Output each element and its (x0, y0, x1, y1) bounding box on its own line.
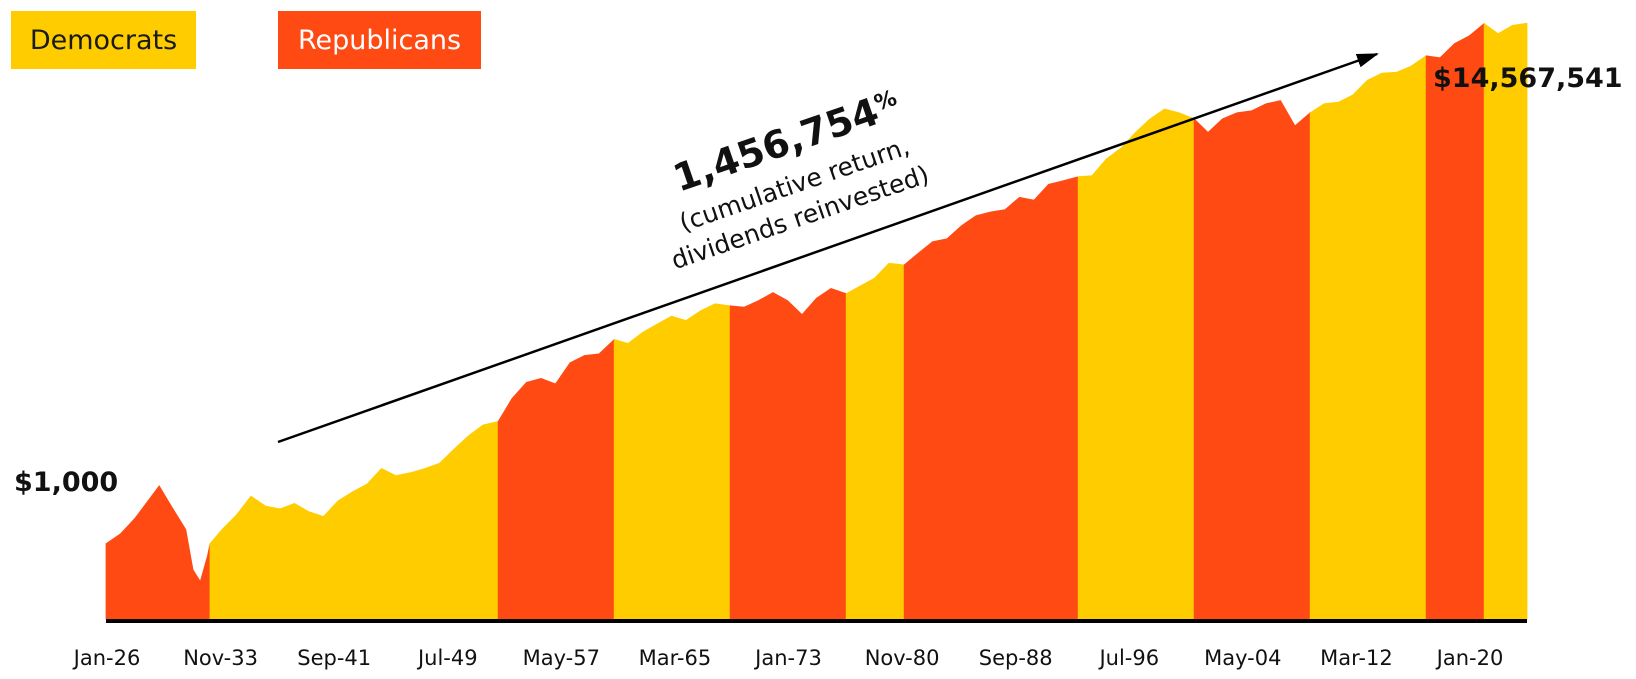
x-tick-label: Jan-20 (1435, 646, 1504, 670)
area-segment-democrats-7 (1077, 108, 1195, 620)
x-tick-label: Jan-73 (753, 646, 822, 670)
area-segment-republicans-4 (729, 288, 847, 620)
x-tick-label: Mar-12 (1320, 646, 1393, 670)
area-segment-democrats-9 (1309, 55, 1427, 620)
x-tick-label: Jul-96 (1097, 646, 1159, 670)
x-tick-label: May-04 (1204, 646, 1281, 670)
x-tick-label: Sep-41 (297, 646, 371, 670)
area-segment-republicans-2 (497, 338, 615, 620)
cumulative-return-annotation: 1,456,754% (cumulative return, dividends… (668, 86, 933, 275)
area-segment-republicans-6 (903, 176, 1079, 620)
x-tick-label: Sep-88 (979, 646, 1053, 670)
area-segment-republicans-10 (1425, 22, 1485, 620)
area-segment-democrats-11 (1483, 22, 1528, 620)
x-tick-label: May-57 (523, 646, 600, 670)
area-segment-democrats-5 (845, 262, 905, 620)
legend-democrats-label: Democrats (29, 24, 178, 56)
end-value-label: $14,567,541 (1433, 63, 1623, 94)
x-tick-label: Jan-26 (72, 646, 141, 670)
area-segment-democrats-1 (209, 420, 499, 620)
x-tick-label: Nov-33 (183, 646, 258, 670)
area-segment-republicans-0 (105, 485, 211, 620)
growth-arrow (277, 52, 1379, 444)
x-tick-label: Nov-80 (865, 646, 940, 670)
x-tick-label: Jul-49 (416, 646, 478, 670)
area-segment-democrats-3 (613, 303, 731, 620)
area-segment-republicans-8 (1193, 100, 1311, 620)
area-layer (105, 22, 1528, 620)
legend-republicans: Republicans (278, 11, 481, 69)
start-value-label: $1,000 (14, 467, 118, 498)
legend-republicans-label: Republicans (297, 24, 462, 56)
x-tick-labels: Jan-26 Nov-33 Sep-41 Jul-49 May-57 Mar-65 Jan-… (72, 646, 1504, 670)
legend-democrats: Democrats (11, 11, 196, 69)
x-tick-label: Mar-65 (639, 646, 712, 670)
